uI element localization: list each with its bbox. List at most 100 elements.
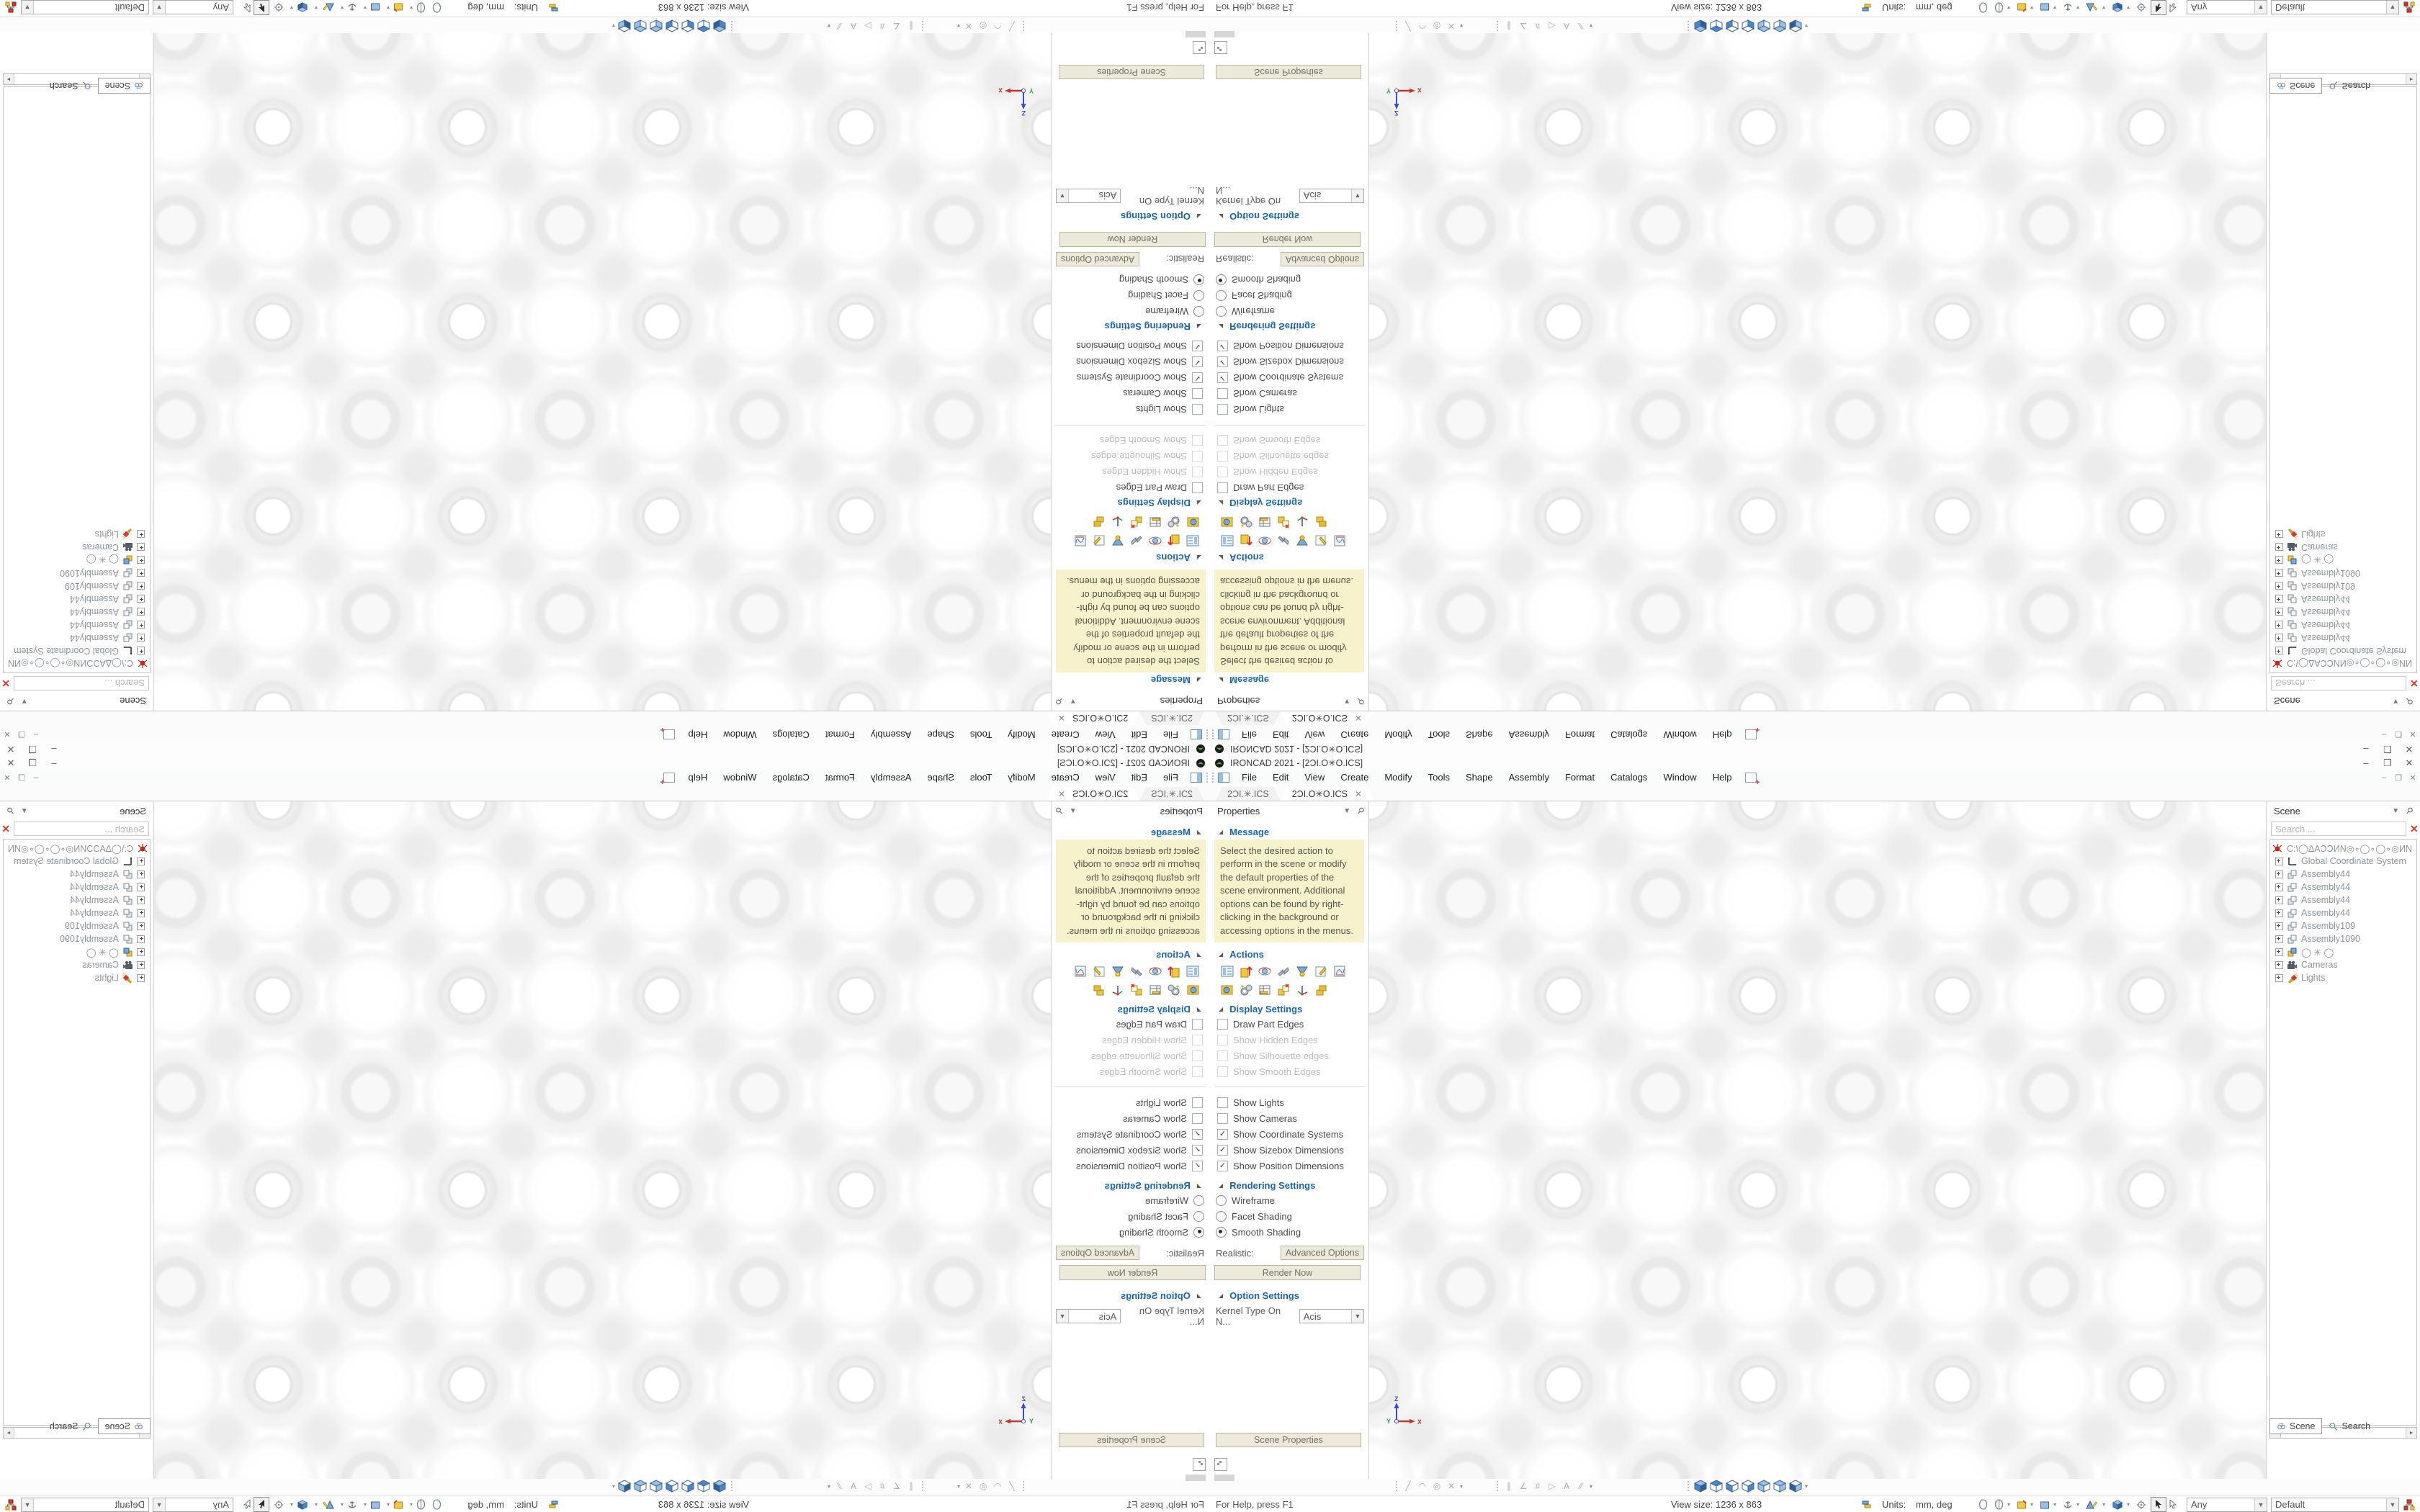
chevron-down-icon[interactable]: ▾: [2030, 4, 2034, 11]
select-alt-icon[interactable]: [243, 1495, 251, 1512]
expand-plus-icon[interactable]: [2275, 896, 2283, 904]
checkbox-icon[interactable]: [1192, 1097, 1203, 1108]
expand-plus-icon[interactable]: [137, 973, 145, 982]
message-section-header[interactable]: ◢ Message: [1219, 827, 1368, 837]
tree-row-part[interactable]: ◯ ✳ ◯: [2272, 554, 2416, 567]
chevron-down-icon[interactable]: ▾: [2053, 1501, 2057, 1508]
extrude-part-icon[interactable]: [1167, 964, 1181, 978]
tree-row-assembly[interactable]: Assembly1090: [4, 567, 148, 580]
advanced-options-button[interactable]: Advanced Options: [1056, 1246, 1140, 1261]
mdi-close-button[interactable]: ✕: [4, 773, 11, 783]
angle-constraint-icon[interactable]: ∠: [892, 1481, 901, 1491]
expand-plus-icon[interactable]: [2275, 608, 2283, 616]
circle-tool-icon[interactable]: ◎: [979, 1481, 987, 1491]
tree-row-assembly[interactable]: Assembly1090: [4, 932, 148, 945]
chevron-down-icon[interactable]: ▼: [153, 1498, 166, 1511]
line-tool-icon[interactable]: ╱: [1009, 1481, 1015, 1491]
tree-row-assembly[interactable]: Assembly109: [2272, 580, 2416, 593]
menu-window[interactable]: Window: [723, 772, 757, 783]
checkbox-show-coordinate-systems[interactable]: ✓ Show Coordinate Systems: [1217, 1126, 1368, 1142]
tree-row-assembly[interactable]: Assembly44: [2272, 868, 2416, 881]
view-right-icon[interactable]: [1741, 1480, 1755, 1493]
display-settings-header[interactable]: ◢ Display Settings: [1219, 498, 1368, 508]
dimension-tool-icon[interactable]: A: [851, 21, 857, 31]
actions-section-header[interactable]: ◢ Actions: [1052, 949, 1201, 960]
checkbox-show-cameras[interactable]: Show Cameras: [1217, 386, 1368, 402]
expand-plus-icon[interactable]: [137, 530, 145, 539]
tree-row-assembly[interactable]: Assembly44: [2272, 881, 2416, 894]
grid-snap-icon[interactable]: #: [879, 21, 885, 31]
document-tab-1[interactable]: 2ƆI.✳.ICS: [1216, 711, 1281, 725]
checkbox-icon[interactable]: ✓: [1217, 356, 1228, 368]
tab-close-icon[interactable]: ✕: [1058, 713, 1066, 724]
panel-autohide-tab-icon[interactable]: [1214, 41, 1227, 54]
restore-button[interactable]: ❐: [28, 744, 37, 755]
advanced-options-button[interactable]: Advanced Options: [1056, 251, 1140, 266]
pin-icon[interactable]: ⚲: [1053, 804, 1065, 817]
checkbox-show-lights[interactable]: Show Lights: [1052, 402, 1203, 418]
select-alt-icon[interactable]: [2169, 0, 2177, 17]
checkbox-show-position-dimensions[interactable]: ✓ Show Position Dimensions: [1217, 1158, 1368, 1174]
expand-plus-icon[interactable]: [2275, 857, 2283, 865]
structure-tree-icon[interactable]: [2403, 1495, 2415, 1512]
panel-autohide-bar[interactable]: [1186, 1475, 1206, 1481]
radio-smooth-shading[interactable]: Smooth Shading: [1052, 1224, 1204, 1240]
mdi-minimize-button[interactable]: –: [2381, 773, 2387, 782]
toolbar-grip[interactable]: [1206, 773, 1208, 783]
spin-shape-icon[interactable]: [1148, 534, 1162, 548]
point-tool-icon[interactable]: ✕: [964, 1481, 973, 1491]
checkbox-icon[interactable]: [1192, 1018, 1203, 1030]
tree-row-assembly[interactable]: Assembly44: [2272, 631, 2416, 644]
mdi-minimize-button[interactable]: –: [33, 773, 39, 782]
tree-row-gcs[interactable]: Global Coordinate System: [2272, 644, 2416, 657]
parallel-constraint-icon[interactable]: ∥: [909, 1481, 913, 1491]
radio-icon[interactable]: [1193, 290, 1204, 302]
scroll-right-icon[interactable]: ►: [2406, 74, 2416, 84]
extrude-part-icon[interactable]: [1167, 534, 1181, 548]
render-now-button[interactable]: Render Now: [1059, 1265, 1206, 1281]
menu-catalogs[interactable]: Catalogs: [772, 729, 810, 740]
orbit-mode-icon[interactable]: [1978, 0, 1989, 17]
expand-plus-icon[interactable]: [137, 595, 145, 603]
mdi-close-button[interactable]: ✕: [2409, 729, 2416, 739]
pan-mode-icon[interactable]: [416, 0, 426, 17]
toolbar-grip[interactable]: [1212, 773, 1214, 783]
chevron-down-icon[interactable]: ▾: [2076, 1501, 2080, 1508]
checkbox-draw-part-edges[interactable]: Draw Part Edges: [1052, 1016, 1203, 1032]
mdi-restore-button[interactable]: ❐: [2395, 729, 2402, 739]
tab-close-icon[interactable]: ✕: [1354, 713, 1362, 724]
panel-autohide-bar[interactable]: [1214, 31, 1234, 37]
pin-icon[interactable]: ⚲: [1053, 695, 1065, 708]
message-section-header[interactable]: ◢ Message: [1052, 827, 1201, 837]
spin-shape-icon[interactable]: [1258, 534, 1272, 548]
radio-icon[interactable]: [1216, 306, 1227, 318]
view-right-icon[interactable]: [665, 19, 679, 32]
expand-plus-icon[interactable]: [2275, 922, 2283, 930]
select-mode-active[interactable]: [254, 1495, 269, 1512]
panel-menu-caret-icon[interactable]: ▼: [2392, 697, 2400, 706]
checkbox-icon[interactable]: [1192, 482, 1203, 494]
settings-gears-icon[interactable]: [1167, 983, 1181, 997]
settings-gears-icon[interactable]: [1167, 515, 1181, 529]
chevron-down-icon[interactable]: ▾: [611, 1482, 615, 1490]
minimize-button[interactable]: –: [51, 757, 57, 768]
panel-autohide-tab-icon[interactable]: [1193, 41, 1206, 54]
mdi-minimize-button[interactable]: –: [33, 730, 39, 739]
toolbar-grip[interactable]: [1396, 21, 1397, 31]
new-window-icon[interactable]: [663, 773, 675, 783]
menu-shape[interactable]: Shape: [927, 772, 954, 783]
tree-row-cameras[interactable]: Cameras: [2272, 958, 2416, 971]
tab-scene[interactable]: Scene: [2269, 78, 2323, 94]
view-iso-icon[interactable]: [1693, 1480, 1708, 1493]
units-value[interactable]: mm, deg: [467, 2, 504, 13]
menu-help[interactable]: Help: [688, 729, 708, 740]
menu-help[interactable]: Help: [1712, 772, 1732, 783]
spin-shape-icon[interactable]: [1258, 964, 1272, 978]
scroll-right-icon[interactable]: ►: [4, 1428, 14, 1438]
properties-list-icon[interactable]: [1220, 964, 1234, 978]
checkbox-show-lights[interactable]: Show Lights: [1217, 1094, 1368, 1110]
rendering-settings-header[interactable]: ◢ Rendering Settings: [1052, 1180, 1201, 1191]
search-input[interactable]: [14, 822, 149, 836]
expand-plus-icon[interactable]: [137, 922, 145, 930]
circle-tool-icon[interactable]: ◎: [1433, 1481, 1441, 1491]
